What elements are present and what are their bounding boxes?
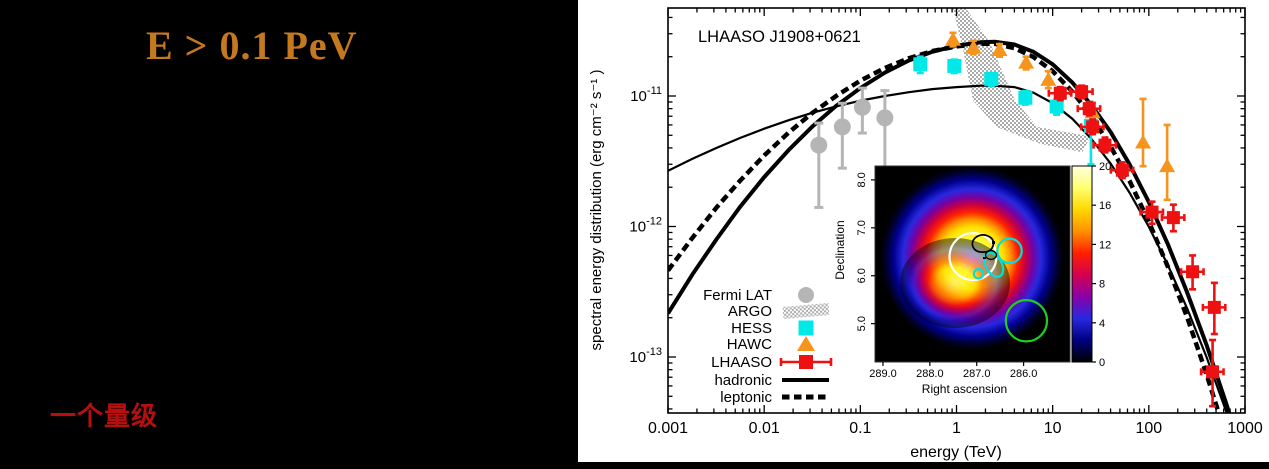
inset-dec-tick: 6.0	[856, 268, 868, 283]
legend-label: hadronic	[714, 372, 772, 389]
inset-dec-tick: 8.0	[856, 172, 868, 187]
cyan-ellipse	[982, 251, 1005, 278]
inset-ra-tick: 286.0	[1010, 368, 1038, 380]
inset-ra-tick: 287.0	[963, 368, 991, 380]
inset-colorbar	[1071, 165, 1093, 363]
colorbar-tick: 4	[1099, 318, 1105, 330]
axis-ticks	[667, 8, 1246, 413]
magnitude-note: 一个量级	[50, 402, 159, 432]
inset-ra-tick: 289.0	[869, 368, 897, 380]
cyan-circle	[996, 237, 1023, 265]
legend-label: ARGO	[728, 303, 772, 320]
legend-label: HAWC	[727, 336, 772, 353]
y-tick-label: 10-11	[630, 85, 662, 105]
x-tick-label: 10	[1044, 420, 1062, 437]
colorbar-tick: 0	[1099, 357, 1105, 369]
x-tick-label: 0.1	[849, 420, 871, 437]
x-tick-label: 0.001	[648, 420, 688, 437]
x-tick-label: 1000	[1227, 420, 1263, 437]
lhaaso-points	[1047, 84, 1227, 408]
legend: Fermi LATARGOHESSHAWCLHAASOhadroniclepto…	[703, 287, 833, 406]
leptonic-curve	[668, 41, 1222, 413]
colorbar-tick: 20	[1099, 161, 1111, 173]
colorbar-tick: 16	[1099, 200, 1111, 212]
psr-contour-2	[984, 249, 998, 261]
inset-ra-tick: 288.0	[916, 368, 944, 380]
left-panel: E > 0.1 PeV 一个量级	[0, 0, 578, 469]
inset-y-title: Declination	[833, 220, 847, 279]
y-axis-title: spectral energy distribution (erg cm⁻² s…	[588, 70, 605, 351]
legend-label: HESS	[731, 320, 772, 337]
legend-label: leptonic	[720, 389, 772, 406]
sed-plot: 0.001 0.01 0.1 1 10 100 1000 10-11 10-12 10-13 ene…	[578, 0, 1269, 462]
inset-dec-tick: 7.0	[856, 220, 868, 235]
legend-label: Fermi LAT	[703, 287, 772, 304]
colorbar-tick: 12	[1099, 239, 1111, 251]
x-axis-title: energy (TeV)	[910, 444, 1002, 461]
inset-map: 289.0 288.0 287.0 286.0 8.0 7.0 6.0 5.0 Right as…	[833, 161, 1111, 396]
inset-x-title: Right ascension	[922, 382, 1007, 396]
x-tick-label: 100	[1135, 420, 1162, 437]
y-tick-label: 10-13	[629, 346, 662, 366]
green-circle	[1004, 299, 1049, 343]
sed-figure-panel: 0.001 0.01 0.1 1 10 100 1000 10-11 10-12 10-13 ene…	[578, 0, 1269, 462]
plot-title: LHAASO J1908+0621	[698, 28, 861, 46]
inset-dec-tick: 5.0	[856, 316, 868, 331]
legend-label: LHAASO	[711, 354, 772, 371]
slide-title: E > 0.1 PeV	[146, 23, 358, 68]
x-tick-label: 1	[952, 420, 961, 437]
cyan-small	[972, 268, 985, 280]
inset-heatmap	[880, 166, 1065, 351]
x-tick-label: 0.01	[749, 420, 780, 437]
colorbar-tick: 8	[1099, 279, 1105, 291]
y-tick-label: 10-12	[629, 216, 662, 236]
